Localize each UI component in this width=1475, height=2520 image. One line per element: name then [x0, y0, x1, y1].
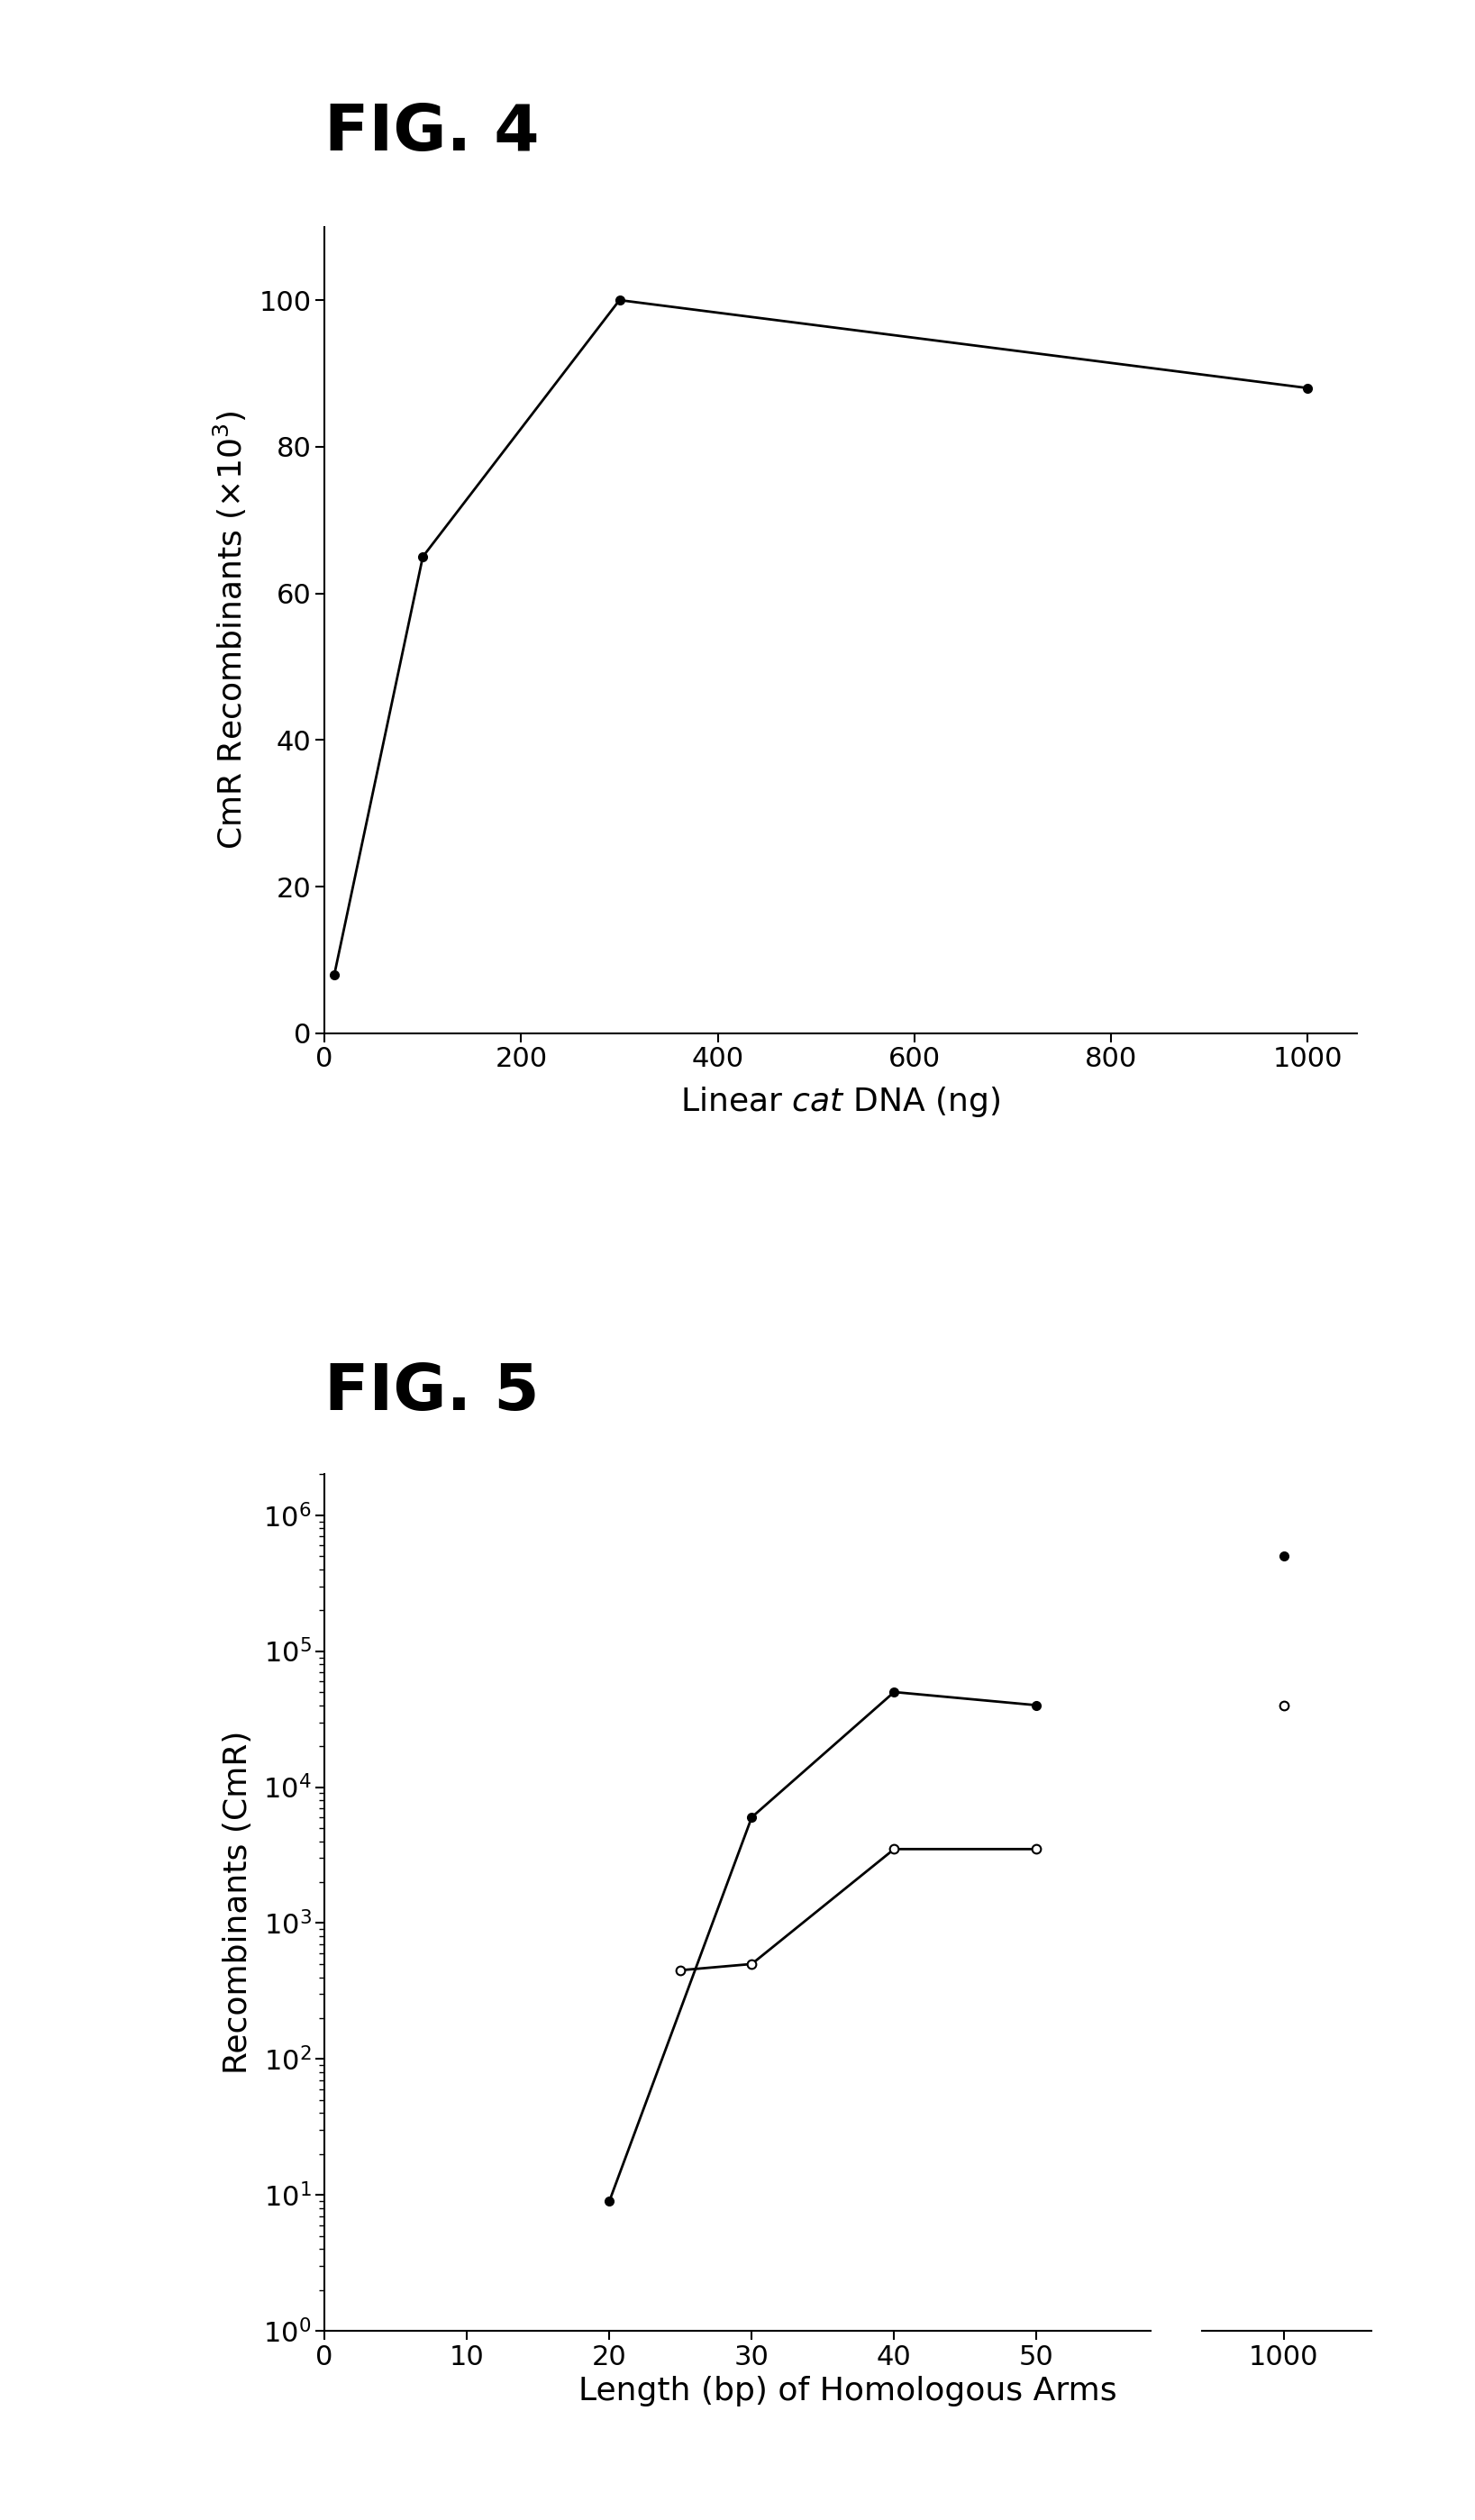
Y-axis label: CmR Recombinants (×10$^3$): CmR Recombinants (×10$^3$)	[212, 411, 249, 849]
Text: FIG. 4: FIG. 4	[324, 101, 540, 164]
X-axis label: Linear $\mathit{cat}$ DNA (ng): Linear $\mathit{cat}$ DNA (ng)	[680, 1086, 1002, 1119]
Text: Length (bp) of Homologous Arms: Length (bp) of Homologous Arms	[578, 2376, 1118, 2407]
Y-axis label: Recombinants (CmR): Recombinants (CmR)	[223, 1731, 254, 2074]
Text: FIG. 5: FIG. 5	[324, 1361, 540, 1424]
